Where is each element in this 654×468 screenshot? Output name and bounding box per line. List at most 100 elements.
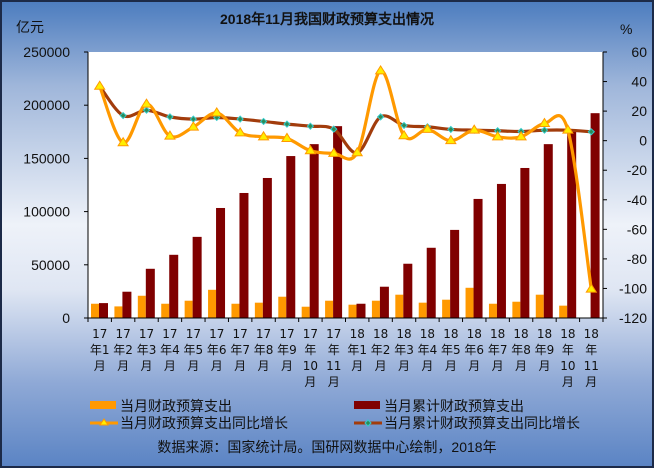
cumulative-bar	[169, 254, 179, 318]
cumulative-bar	[403, 263, 413, 318]
cumulative-growth-marker	[587, 128, 596, 136]
x-tick-label: 18 年6 月	[464, 327, 484, 373]
cumulative-bar	[379, 286, 389, 318]
monthly-growth-marker	[468, 124, 481, 134]
cumulative-bar	[262, 177, 272, 318]
cumulative-bar	[286, 156, 296, 318]
monthly-bar	[114, 306, 123, 318]
left-tick-label: 100000	[23, 204, 70, 220]
cumulative-bar	[356, 303, 366, 318]
monthly-growth-marker	[257, 130, 270, 141]
cumulative-bar	[192, 236, 202, 318]
cumulative-bar	[543, 144, 553, 318]
monthly-bar	[418, 302, 427, 318]
right-tick-label: 40	[631, 74, 647, 90]
right-tick-label: 60	[631, 44, 647, 60]
right-tick-label: -40	[627, 192, 647, 208]
x-tick-label: 17 年4 月	[160, 327, 180, 373]
left-tick-label: 0	[62, 310, 70, 326]
monthly-growth-marker	[117, 136, 130, 147]
left-tick-label: 50000	[31, 257, 70, 273]
monthly-bar	[348, 304, 357, 318]
x-tick-label: 18 年3 月	[394, 327, 414, 373]
cumulative-bar	[450, 229, 460, 318]
x-tick-label: 17 年7 月	[230, 327, 250, 373]
monthly-bar	[278, 296, 287, 318]
monthly-growth-marker	[210, 106, 223, 117]
cumulative-growth-marker	[166, 113, 174, 121]
cumulative-growth-marker	[259, 117, 268, 126]
right-tick-label: -80	[627, 251, 647, 267]
right-tick-label: -120	[619, 310, 647, 326]
cumulative-bar	[520, 167, 530, 318]
monthly-bar	[442, 299, 451, 318]
right-tick-label: 0	[639, 133, 647, 149]
cumulative-bar	[99, 303, 108, 318]
monthly-growth-marker	[304, 144, 317, 155]
cumulative-growth-marker	[142, 106, 151, 114]
x-tick-label: 17 年1 月	[90, 327, 110, 373]
cumulative-bar	[216, 207, 226, 318]
monthly-bar	[184, 300, 193, 318]
legend-swatch	[354, 401, 380, 409]
cumulative-bar	[145, 268, 155, 318]
x-tick-label: 17 年 11 月	[326, 327, 341, 389]
monthly-growth-marker	[585, 283, 598, 293]
cumulative-bar	[496, 183, 506, 318]
cumulative-bar	[567, 129, 577, 318]
cumulative-growth-marker	[330, 125, 338, 133]
x-tick-label: 17 年8 月	[254, 327, 274, 373]
monthly-growth-marker	[351, 146, 364, 157]
monthly-growth-marker	[491, 130, 504, 141]
chart-title: 2018年11月我国财政预算支出情况	[220, 11, 434, 27]
monthly-growth-marker	[421, 123, 434, 133]
monthly-growth-marker	[561, 124, 574, 134]
right-tick-label: -20	[627, 162, 647, 178]
cumulative-bar	[309, 144, 319, 318]
cumulative-growth-marker	[540, 126, 549, 134]
monthly-bar	[301, 306, 310, 318]
cumulative-bar	[239, 192, 249, 318]
cumulative-growth-line	[98, 85, 592, 155]
left-tick-label: 150000	[23, 150, 70, 166]
x-tick-label: 18 年 10 月	[560, 327, 575, 389]
monthly-growth-marker	[187, 121, 200, 131]
monthly-growth-marker	[374, 64, 387, 75]
x-tick-label: 18 年8 月	[511, 327, 531, 373]
monthly-growth-marker	[398, 129, 410, 140]
cumulative-bar	[333, 126, 343, 318]
left-axis-unit: 亿元	[16, 19, 44, 35]
right-tick-label: -60	[627, 221, 647, 237]
monthly-bar	[231, 303, 240, 318]
source-note: 数据来源：国家统计局。国研网数据中心绘制，2018年	[157, 439, 496, 455]
cumulative-bar	[590, 113, 600, 319]
cumulative-bar	[426, 247, 436, 318]
monthly-bar	[395, 294, 404, 318]
monthly-growth-marker	[164, 130, 176, 140]
cumulative-bar	[473, 198, 483, 318]
cumulative-growth-marker	[400, 121, 408, 130]
x-tick-label: 17 年6 月	[207, 327, 227, 373]
right-tick-label: 20	[631, 103, 647, 119]
x-tick-label: 17 年9 月	[277, 327, 297, 373]
legend-label: 当月累计财政预算支出	[384, 398, 524, 414]
monthly-bar	[254, 302, 263, 318]
monthly-bar	[91, 303, 99, 318]
left-tick-label: 250000	[23, 44, 70, 60]
monthly-growth-marker	[93, 80, 106, 90]
cumulative-growth-marker	[283, 120, 291, 128]
x-tick-label: 18 年4 月	[418, 327, 438, 373]
legend-label: 当月财政预算支出同比增长	[120, 415, 288, 431]
monthly-bar	[371, 300, 380, 318]
monthly-bar	[465, 287, 474, 318]
legend-marker	[364, 419, 372, 427]
monthly-bar	[559, 305, 568, 318]
monthly-bar	[161, 303, 170, 318]
monthly-growth-marker	[327, 147, 340, 157]
cumulative-growth-marker	[376, 113, 385, 121]
monthly-bar	[488, 303, 497, 318]
monthly-growth-marker	[444, 134, 457, 145]
legend-label: 当月累计财政预算支出同比增长	[384, 415, 580, 431]
